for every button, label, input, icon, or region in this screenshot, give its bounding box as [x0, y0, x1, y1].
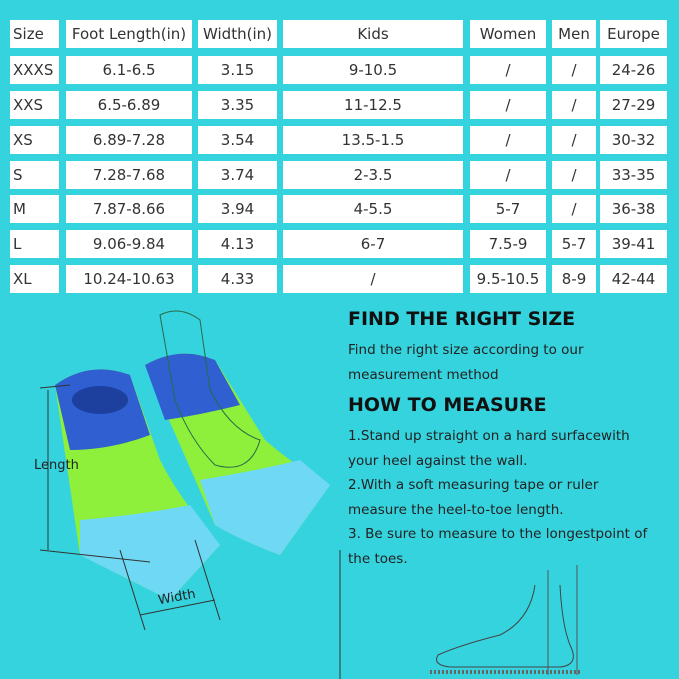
cell-foot-length: 7.87-8.66	[66, 195, 192, 223]
foot-measure-illustration	[430, 565, 580, 675]
cell-size: XXS	[10, 91, 59, 119]
cell-kids: 2-3.5	[283, 161, 463, 189]
cell-men: 5-7	[552, 230, 596, 258]
cell-width: 3.74	[198, 161, 277, 189]
find-size-title: FIND THE RIGHT SIZE	[348, 308, 576, 330]
width-dimension	[119, 539, 221, 631]
cell-women: /	[470, 161, 546, 189]
step-2: 2.With a soft measuring tape or ruler me…	[348, 477, 599, 518]
cell-width: 4.13	[198, 230, 277, 258]
cell-men: /	[552, 195, 596, 223]
cell-europe: 42-44	[600, 265, 667, 293]
left-fin	[55, 369, 220, 600]
step-1: 1.Stand up straight on a hard surfacewit…	[348, 428, 630, 469]
cell-kids: 4-5.5	[283, 195, 463, 223]
cell-foot-length: 6.89-7.28	[66, 126, 192, 154]
cell-europe: 27-29	[600, 91, 667, 119]
cell-size: M	[10, 195, 59, 223]
cell-women: 9.5-10.5	[470, 265, 546, 293]
header-width: Width(in)	[198, 20, 277, 48]
cell-kids: /	[283, 265, 463, 293]
header-foot-length: Foot Length(in)	[66, 20, 192, 48]
cell-europe: 39-41	[600, 230, 667, 258]
cell-europe: 36-38	[600, 195, 667, 223]
cell-europe: 33-35	[600, 161, 667, 189]
cell-kids: 11-12.5	[283, 91, 463, 119]
cell-men: /	[552, 161, 596, 189]
find-size-text: Find the right size according to our mea…	[348, 342, 584, 383]
cell-men: 8-9	[552, 265, 596, 293]
cell-width: 3.15	[198, 56, 277, 84]
cell-width: 3.35	[198, 91, 277, 119]
length-label: Length	[34, 458, 79, 473]
step-3: 3. Be sure to measure to the longestpoin…	[348, 526, 648, 567]
cell-size: L	[10, 230, 59, 258]
cell-width: 3.54	[198, 126, 277, 154]
cell-men: /	[552, 56, 596, 84]
header-europe: Europe	[600, 20, 667, 48]
how-to-title: HOW TO MEASURE	[348, 394, 547, 416]
header-size: Size	[10, 20, 59, 48]
length-dimension	[39, 384, 151, 563]
cell-size: XXXS	[10, 56, 59, 84]
cell-kids: 6-7	[283, 230, 463, 258]
cell-women: /	[470, 56, 546, 84]
cell-size: XL	[10, 265, 59, 293]
cell-foot-length: 6.5-6.89	[66, 91, 192, 119]
cell-europe: 24-26	[600, 56, 667, 84]
header-men: Men	[552, 20, 596, 48]
cell-women: /	[470, 91, 546, 119]
cell-men: /	[552, 126, 596, 154]
cell-women: 7.5-9	[470, 230, 546, 258]
cell-foot-length: 10.24-10.63	[66, 265, 192, 293]
header-kids: Kids	[283, 20, 463, 48]
cell-width: 4.33	[198, 265, 277, 293]
cell-foot-length: 9.06-9.84	[66, 230, 192, 258]
cell-foot-length: 7.28-7.68	[66, 161, 192, 189]
cell-width: 3.94	[198, 195, 277, 223]
cell-foot-length: 6.1-6.5	[66, 56, 192, 84]
cell-size: XS	[10, 126, 59, 154]
header-women: Women	[470, 20, 546, 48]
cell-kids: 9-10.5	[283, 56, 463, 84]
cell-europe: 30-32	[600, 126, 667, 154]
cell-size: S	[10, 161, 59, 189]
right-fin	[145, 310, 330, 555]
fins-illustration	[39, 310, 341, 679]
cell-women: 5-7	[470, 195, 546, 223]
cell-men: /	[552, 91, 596, 119]
cell-women: /	[470, 126, 546, 154]
cell-kids: 13.5-1.5	[283, 126, 463, 154]
